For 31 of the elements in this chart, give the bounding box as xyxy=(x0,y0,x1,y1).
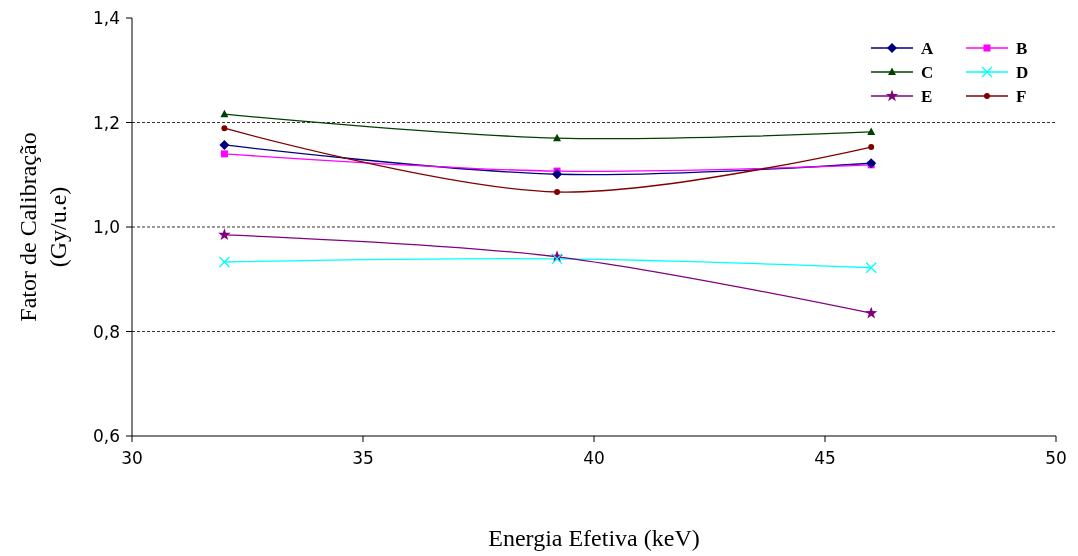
legend-label: F xyxy=(1016,87,1027,106)
x-tick-label: 30 xyxy=(121,448,143,468)
legend-label: E xyxy=(921,87,933,106)
point xyxy=(554,188,561,195)
point xyxy=(865,262,877,274)
point xyxy=(221,125,228,132)
y-tick-label: 0,8 xyxy=(92,321,120,342)
point xyxy=(218,256,231,268)
x-axis-title: Energia Efetiva (keV) xyxy=(488,525,700,551)
legend-label: A xyxy=(921,39,934,58)
y-tick-label: 1,2 xyxy=(92,112,120,133)
y-tick-label: 1,0 xyxy=(92,217,120,237)
y-tick-label: 0,6 xyxy=(92,426,120,446)
x-tick-label: 35 xyxy=(352,448,374,468)
point xyxy=(867,127,876,135)
x-tick-label: 40 xyxy=(583,448,605,468)
x-tick-label: 45 xyxy=(814,448,836,468)
point xyxy=(552,169,563,180)
point xyxy=(220,109,229,118)
point xyxy=(218,228,231,241)
point xyxy=(865,306,878,319)
point xyxy=(219,139,230,150)
x-tick-label: 50 xyxy=(1045,448,1067,468)
legend-label: D xyxy=(1016,63,1029,82)
legend-label: C xyxy=(921,63,934,82)
y-tick-label: 1,4 xyxy=(92,8,120,28)
point xyxy=(220,150,228,158)
y-axis-title: Fator de Calibração (Gy/u.e) xyxy=(15,132,71,322)
legend-label: B xyxy=(1016,39,1028,58)
point xyxy=(553,133,562,142)
point xyxy=(868,144,875,151)
